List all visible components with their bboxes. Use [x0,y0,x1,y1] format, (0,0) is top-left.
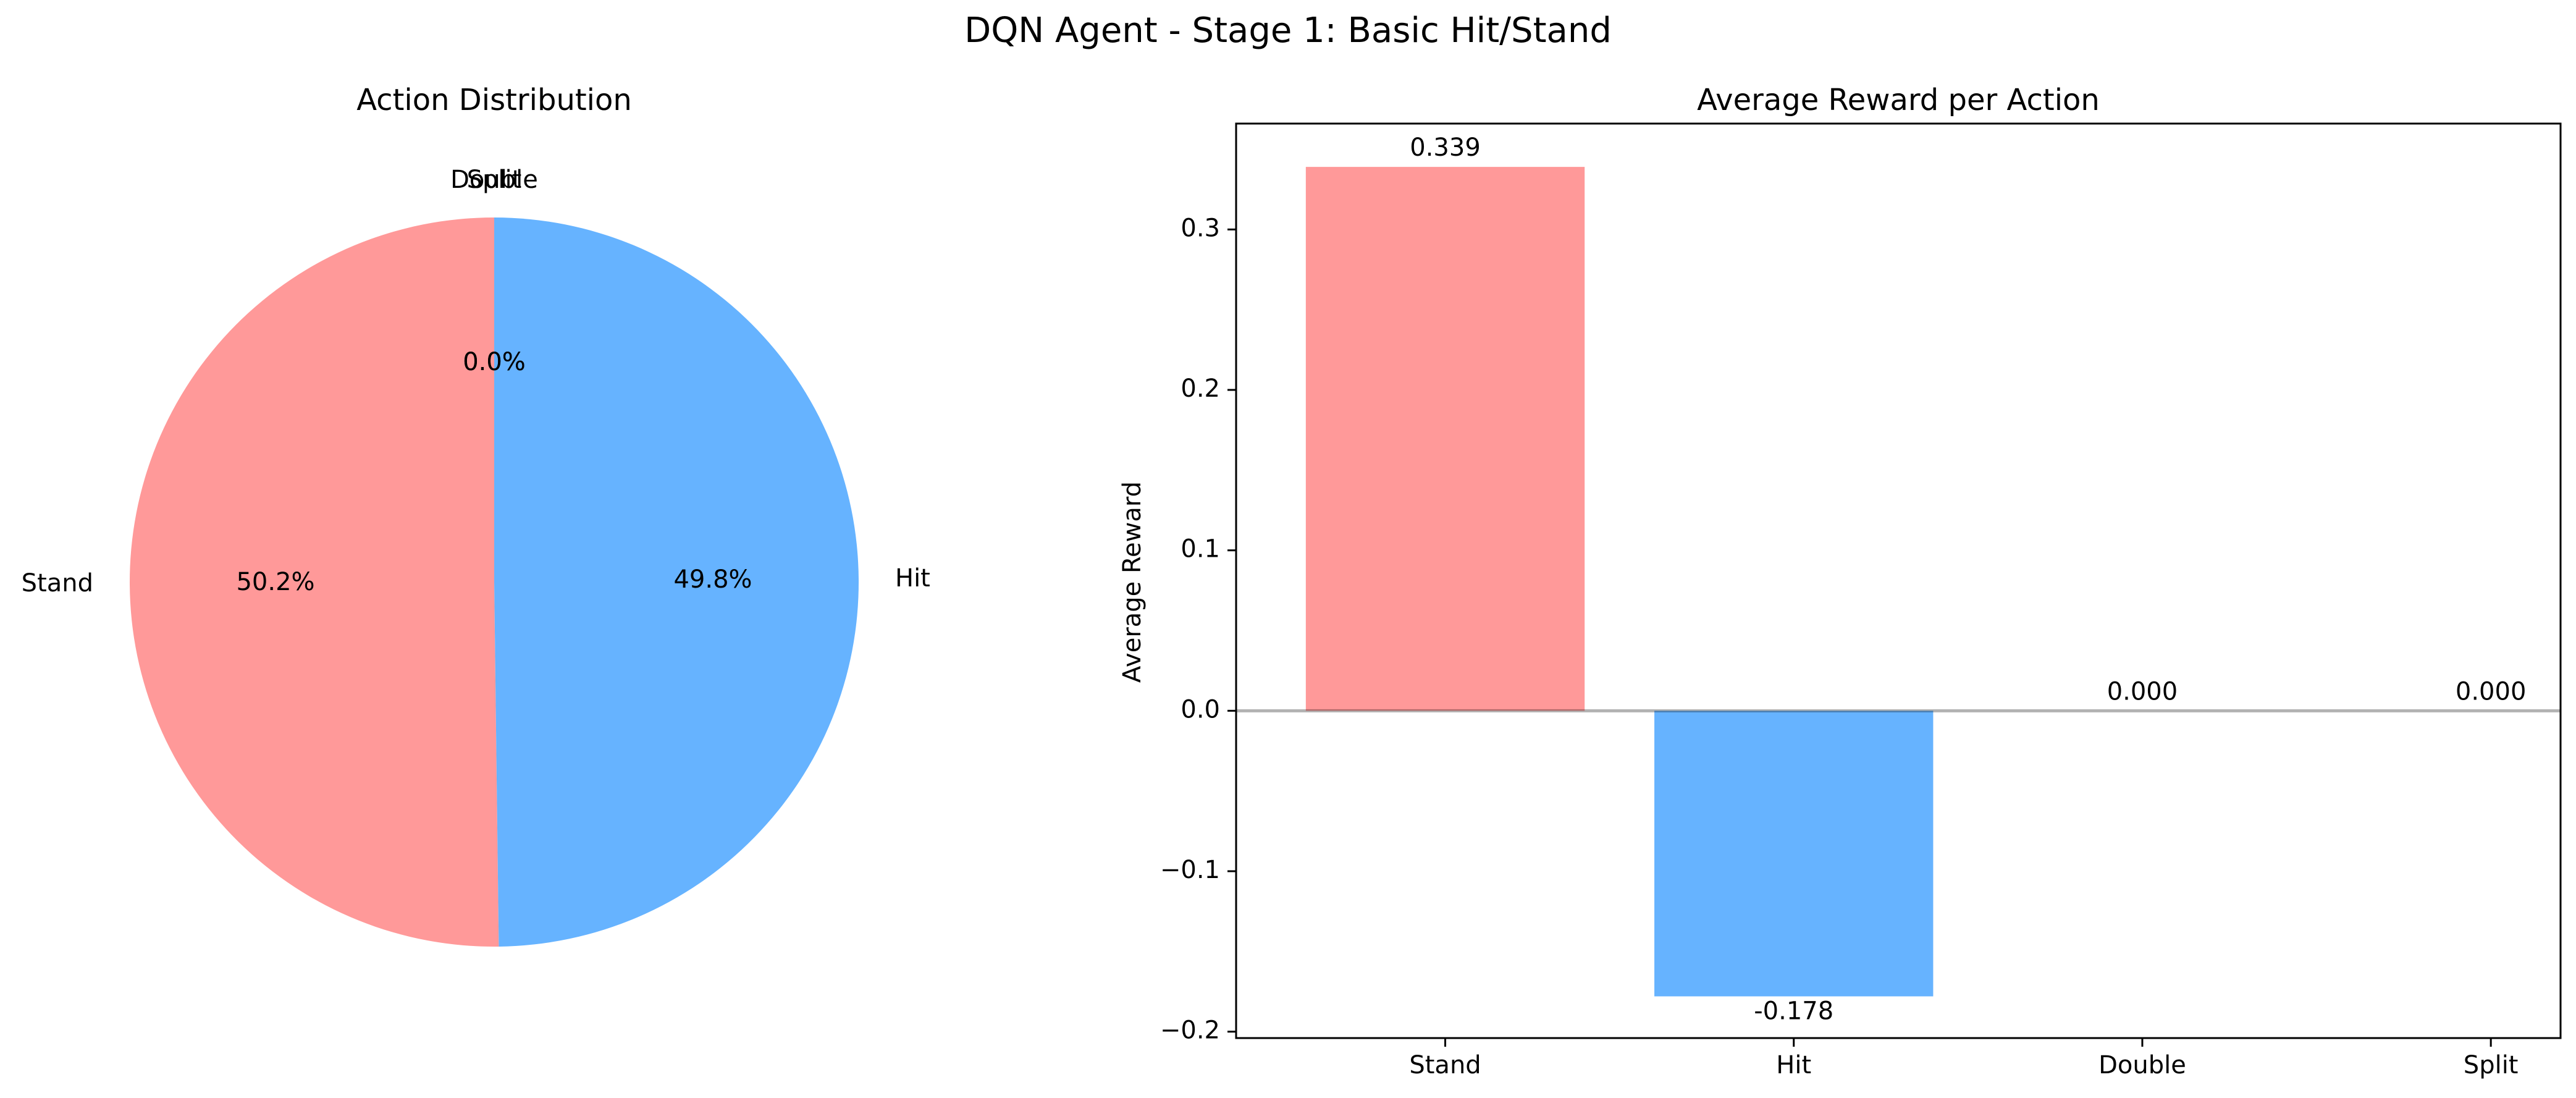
pie-label-hit: Hit [895,564,930,593]
y-tick-label: 0.3 [1181,214,1220,242]
bar-axes: Stand Hit Double Split −0.2 −0.1 0.0 0.1 0.2 0.3 [1160,214,2519,1079]
pie-pct-label-double: 0.0% [463,348,526,376]
bar-plot-frame [1235,122,2562,1039]
pie-chart-panel: Action Distribution Stand 50.2% Hit 49.8% Do… [22,83,930,947]
pie-title: Action Distribution [356,83,632,117]
pie-label-split: Split [467,166,522,194]
x-tick-label-stand: Stand [1409,1051,1481,1079]
bar-chart-panel: Average Reward per Action Average Reward… [1118,83,2562,1079]
pie-label-double: Double [450,166,538,194]
y-tick-label: −0.1 [1160,856,1220,884]
figure-suptitle: DQN Agent - Stage 1: Basic Hit/Stand [964,11,1612,51]
bar-value-label-split: 0.000 [2456,677,2527,706]
bar-bars [1305,167,1934,997]
pie-pct-label-split: 0.0% [463,348,526,376]
x-tick-label-split: Split [2464,1051,2519,1079]
pie-slice-hit [494,217,859,947]
bar-value-label-stand: 0.339 [1410,133,1481,162]
y-tick-label: 0.2 [1181,374,1220,403]
bar-y-axis-label: Average Reward [1118,481,1147,683]
pie-label-stand: Stand [22,569,93,598]
x-tick-label-double: Double [2098,1051,2186,1079]
bar-title: Average Reward per Action [1697,83,2100,117]
y-tick-label: −0.2 [1160,1016,1220,1045]
x-tick-label-hit: Hit [1776,1051,1811,1079]
bar-value-label-double: 0.000 [2107,677,2178,706]
pie-slice-stand [129,217,499,947]
pie-pct-label-hit: 49.8% [673,565,752,594]
pie-slices [129,217,859,947]
y-tick-label: 0.1 [1181,535,1220,564]
pie-pct-label-stand: 50.2% [236,568,314,596]
y-tick-label: 0.0 [1181,695,1220,724]
bar-value-label-hit: -0.178 [1754,997,1833,1025]
bar-value-labels: 0.339 -0.178 0.000 0.000 [1410,133,2526,1025]
bar-stand [1305,167,1585,711]
bar-hit [1654,711,1934,997]
